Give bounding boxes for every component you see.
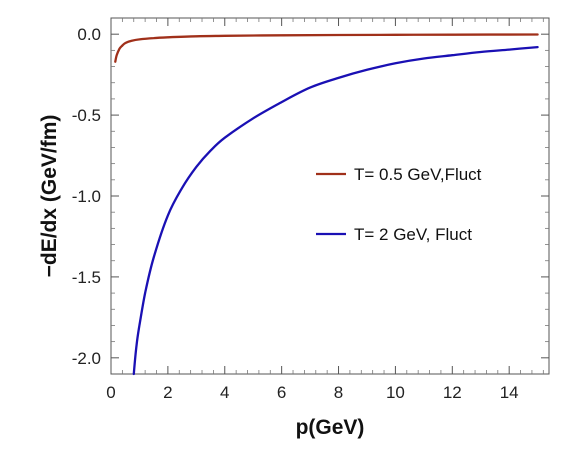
x-tick-label: 0: [106, 383, 115, 402]
y-tick-label: -0.5: [72, 106, 101, 125]
legend: T= 0.5 GeV,Fluct T= 2 GeV, Fluct: [316, 165, 482, 244]
series-lines: [114, 33, 539, 376]
y-axis-title: −dE/dx (GeV/fm): [38, 115, 61, 278]
x-tick-label: 6: [277, 383, 286, 402]
y-tick-label: -1.0: [72, 187, 101, 206]
y-tick-label: -2.0: [72, 349, 101, 368]
x-tick-label: 4: [220, 383, 229, 402]
series-line-2: [132, 45, 539, 376]
tick-marks: [110, 18, 549, 374]
series-line-1: [114, 33, 539, 63]
x-axis-title: p(GeV): [296, 416, 365, 439]
x-tick-label: 12: [443, 383, 462, 402]
tick-labels: 0 2 4 6 8 10 12 14 0.0 -0.5 -1.0 -1.5 -2.0: [72, 25, 519, 402]
y-tick-label: -1.5: [72, 268, 101, 287]
x-tick-label: 2: [163, 383, 172, 402]
legend-label-1: T= 0.5 GeV,Fluct: [354, 165, 482, 184]
x-tick-label: 8: [334, 383, 343, 402]
legend-label-2: T= 2 GeV, Fluct: [354, 225, 472, 244]
x-tick-label: 14: [500, 383, 519, 402]
y-tick-label: 0.0: [77, 25, 101, 44]
x-tick-label: 10: [386, 383, 405, 402]
